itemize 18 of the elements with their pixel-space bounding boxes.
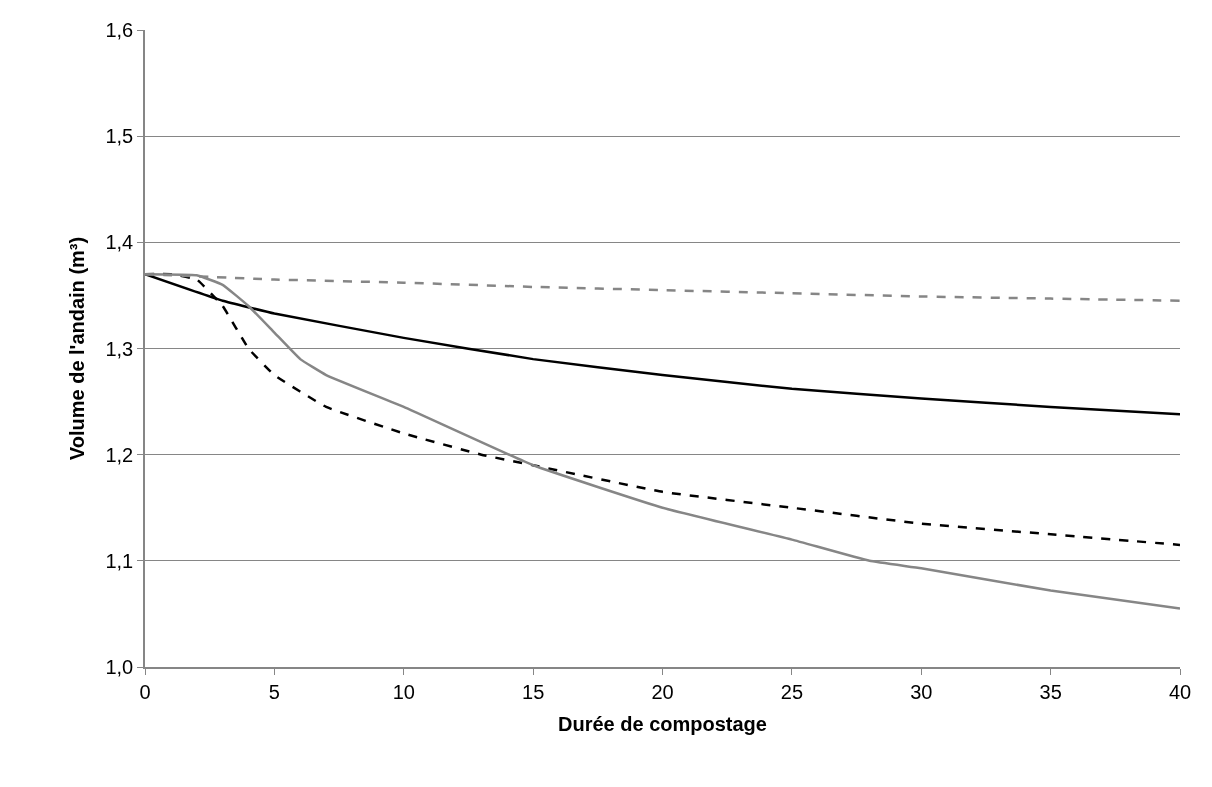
x-tick-label: 35	[1039, 680, 1062, 703]
y-tick-label: 1,2	[105, 443, 134, 466]
x-tick-label: 5	[268, 680, 280, 703]
x-tick-label: 0	[139, 680, 151, 703]
x-tick-label: 25	[780, 680, 804, 703]
x-axis-title: Durée de compostage	[558, 712, 767, 735]
x-tick-label: 20	[651, 680, 674, 703]
y-tick-label: 1,1	[105, 549, 134, 572]
y-tick-label: 1,4	[105, 231, 134, 254]
y-tick-label: 1,6	[105, 19, 134, 41]
x-tick-label: 15	[522, 680, 545, 703]
y-tick-label: 1,3	[105, 337, 134, 360]
x-tick-label: 10	[392, 680, 415, 703]
y-tick-label: 1,0	[105, 656, 134, 678]
y-axis-title: Volume de l'andain (m³)	[66, 236, 89, 461]
y-tick-label: 1,5	[105, 125, 134, 148]
x-tick-label: 30	[910, 680, 933, 703]
x-tick-label: 40	[1168, 680, 1192, 703]
